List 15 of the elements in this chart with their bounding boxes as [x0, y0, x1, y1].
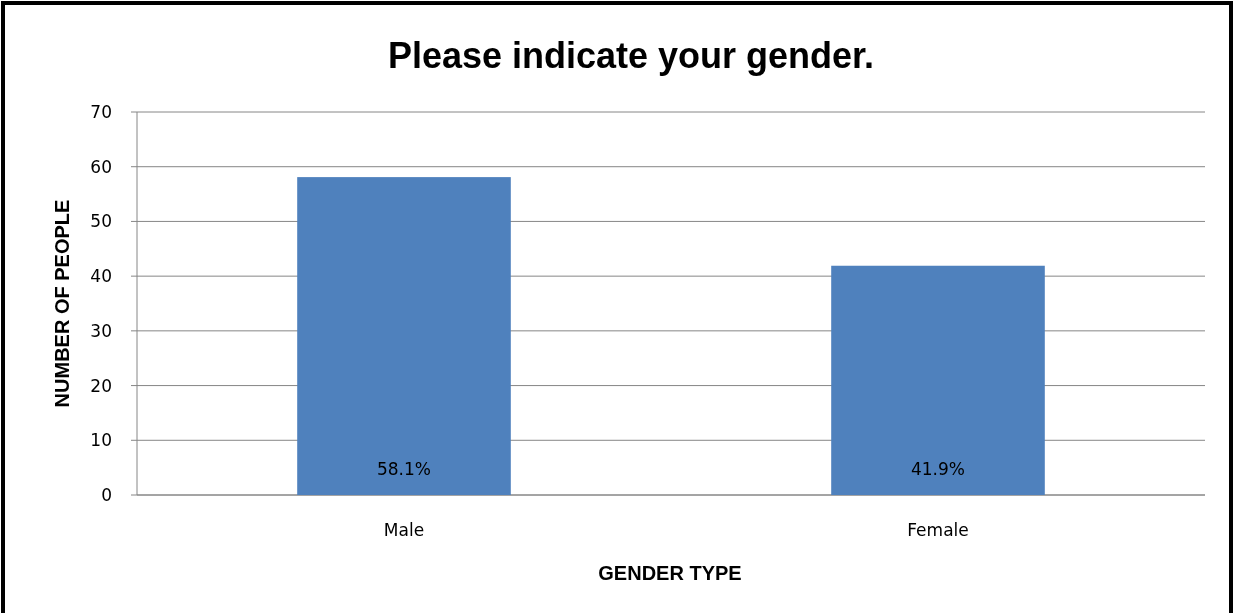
y-tick-label: 50 [90, 211, 112, 232]
x-tick-label: Male [383, 520, 425, 540]
y-tick-label: 40 [90, 266, 112, 287]
y-tick-label: 30 [90, 320, 112, 341]
y-tick-label: 70 [90, 101, 112, 122]
x-axis-title: GENDER TYPE [598, 562, 742, 584]
y-axis-title: NUMBER OF PEOPLE [51, 199, 73, 408]
data-label: 41.9% [910, 459, 966, 479]
chart-title: Please indicate your gender. [387, 35, 875, 76]
y-tick-label: 10 [90, 430, 112, 451]
y-tick-label: 20 [90, 375, 112, 396]
x-tick-label: Female [907, 520, 969, 540]
data-label: 58.1% [376, 459, 432, 479]
y-tick-label: 60 [90, 156, 112, 177]
y-tick-label: 0 [101, 484, 112, 505]
